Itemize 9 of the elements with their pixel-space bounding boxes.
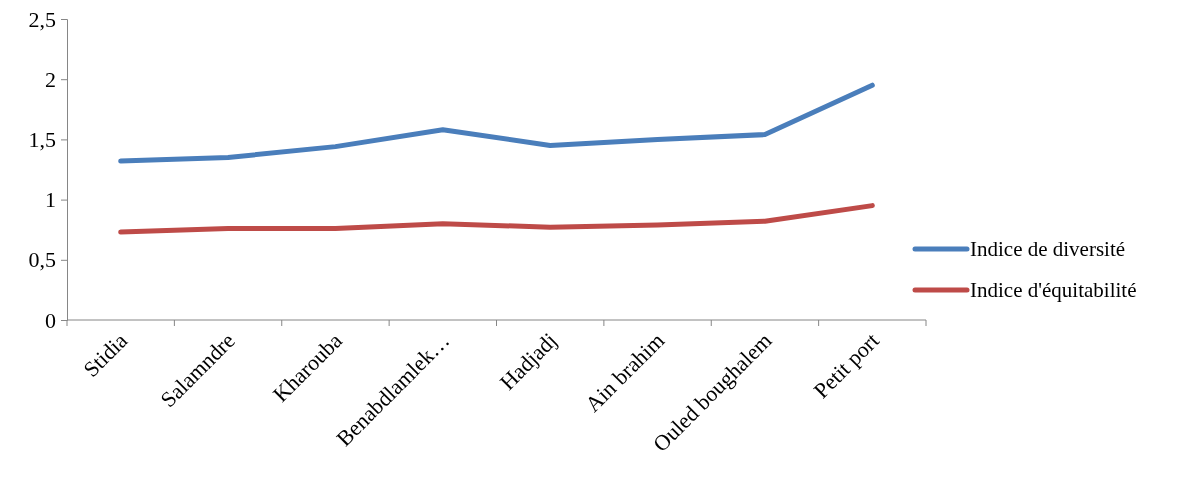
y-tick-label: 0 [45,307,56,333]
y-tick-label: 1 [45,187,56,213]
y-tick-label: 1,5 [28,126,56,152]
legend-label: Indice de diversité [970,237,1126,261]
legend-label: Indice d'équitabilité [970,278,1137,302]
y-tick-label: 0,5 [28,247,56,273]
y-tick-label: 2,5 [28,6,56,32]
x-tick-label: Petit port [808,327,884,404]
y-tick-label: 2 [45,66,56,92]
